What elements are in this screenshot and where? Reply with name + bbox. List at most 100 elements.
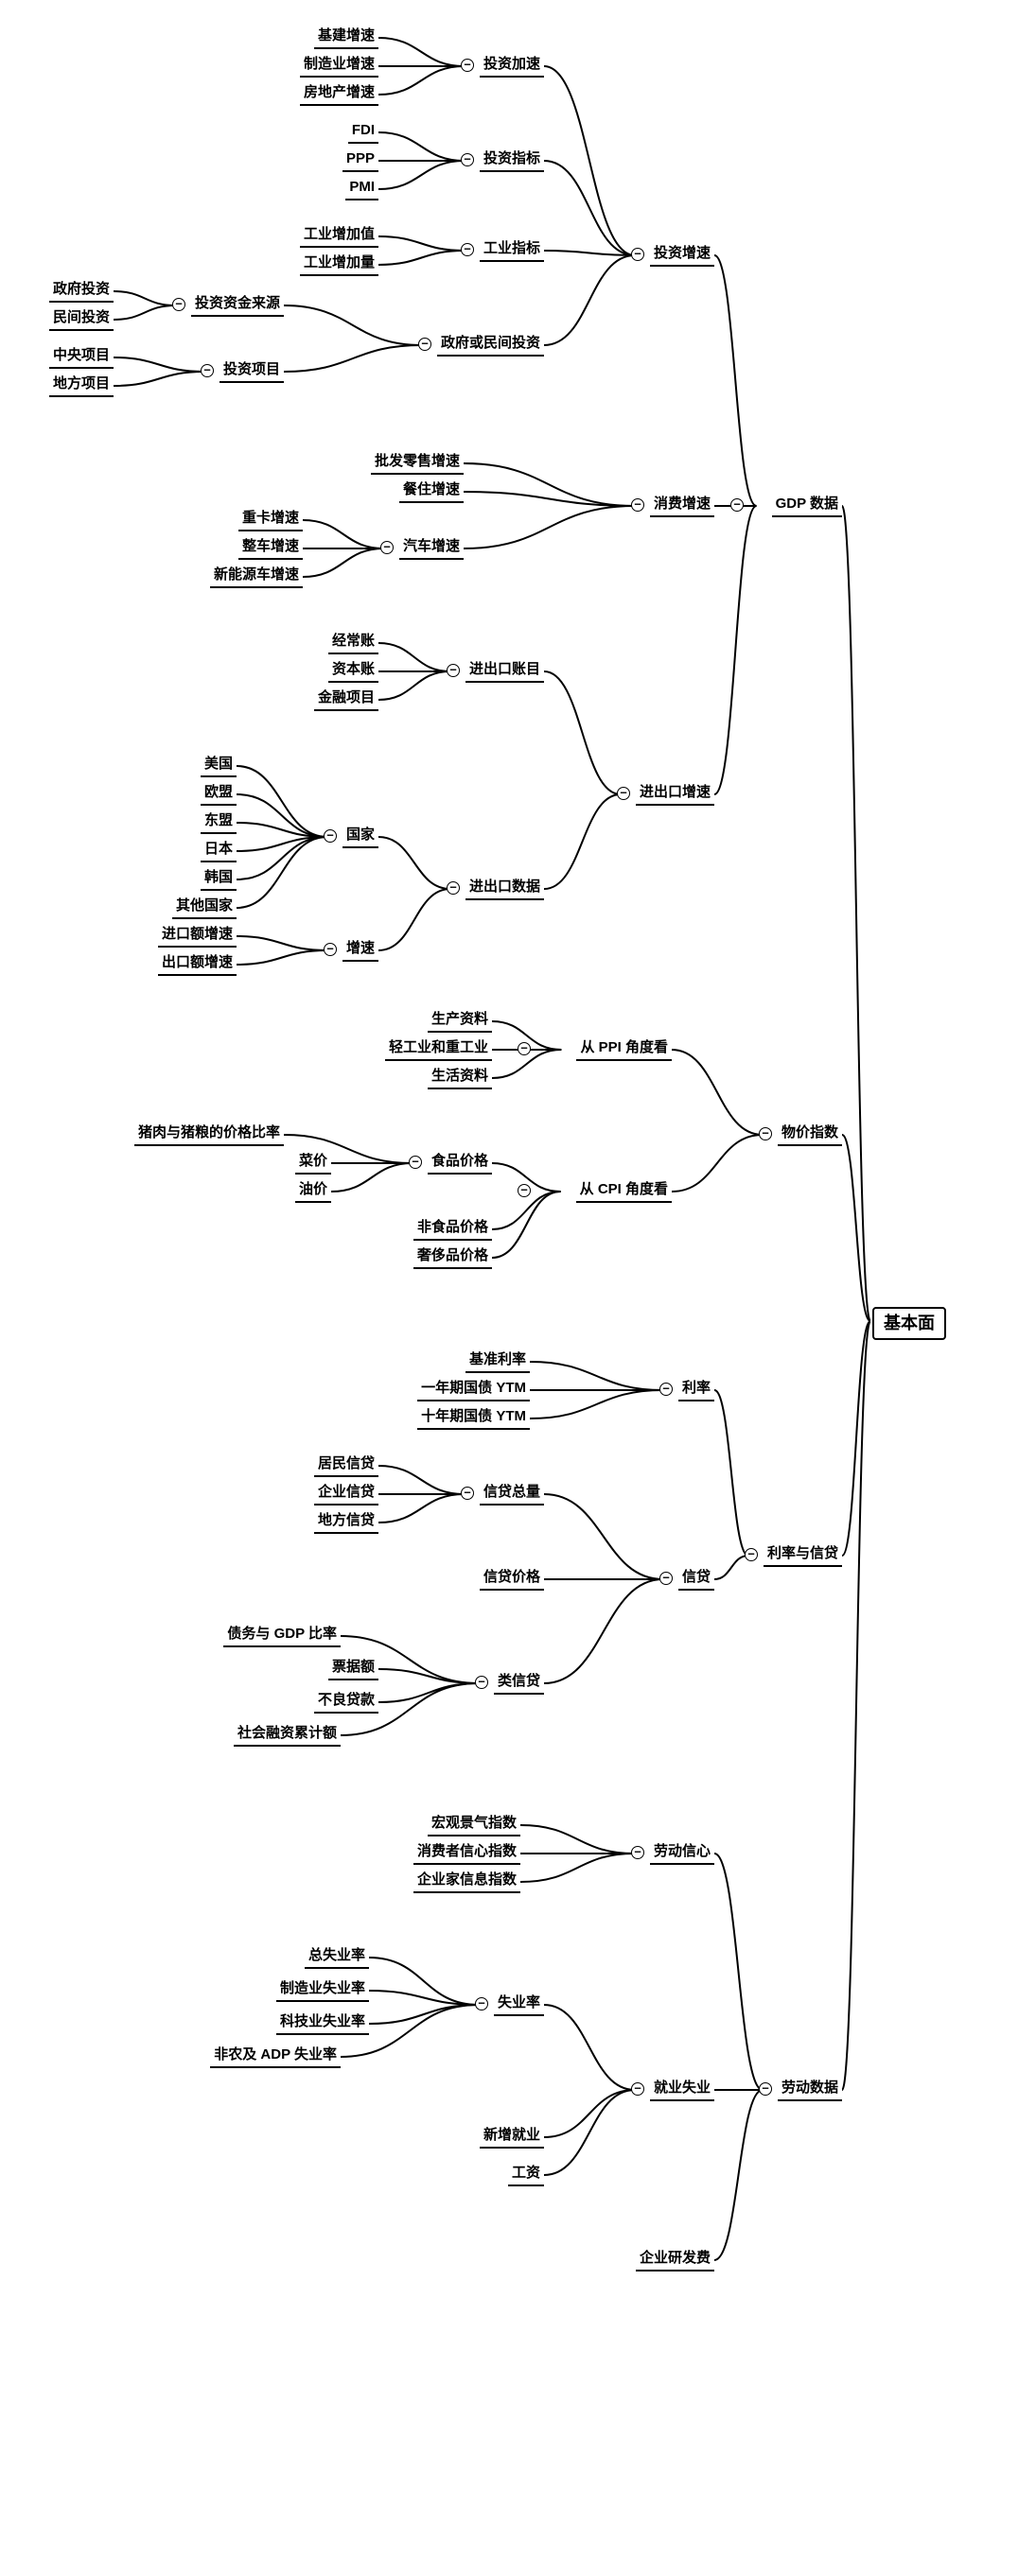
toggle-price[interactable]: − bbox=[759, 1127, 772, 1140]
node-eu: 欧盟 bbox=[201, 783, 237, 806]
node-trade: 进出口增速 bbox=[636, 783, 714, 806]
node-indidx: 工业指标 bbox=[480, 239, 544, 262]
node-capsrc: 投资资金来源 bbox=[191, 294, 284, 317]
toggle-labor[interactable]: − bbox=[759, 2082, 772, 2096]
node-foodp: 食品价格 bbox=[428, 1152, 492, 1175]
toggle-gdp[interactable]: − bbox=[730, 498, 744, 512]
node-truck: 重卡增速 bbox=[238, 509, 303, 531]
toggle-trade[interactable]: − bbox=[617, 787, 630, 800]
node-macro: 宏观景气指数 bbox=[428, 1814, 520, 1836]
node-price: 物价指数 bbox=[778, 1123, 842, 1146]
toggle-ieacct[interactable]: − bbox=[447, 664, 460, 677]
node-invg: 投资增速 bbox=[650, 244, 714, 267]
node-country: 国家 bbox=[342, 826, 378, 848]
toggle-capsrc[interactable]: − bbox=[172, 298, 185, 311]
node-corp: 企业信贷 bbox=[314, 1483, 378, 1506]
node-invacc: 投资加速 bbox=[480, 55, 544, 78]
toggle-unemp[interactable]: − bbox=[475, 1997, 488, 2010]
node-unemp: 失业率 bbox=[494, 1993, 544, 2016]
node-gdp: GDP 数据 bbox=[772, 495, 842, 517]
node-ytm10: 十年期国债 YTM bbox=[417, 1407, 530, 1430]
toggle-growth[interactable]: − bbox=[324, 943, 337, 956]
node-indval: 工业增加值 bbox=[300, 225, 378, 248]
node-root: 基本面 bbox=[872, 1307, 946, 1340]
node-ctotal: 信贷总量 bbox=[480, 1483, 544, 1506]
node-cpi: 从 CPI 角度看 bbox=[576, 1180, 672, 1203]
node-other: 其他国家 bbox=[172, 896, 237, 919]
toggle-clike[interactable]: − bbox=[475, 1676, 488, 1689]
node-cci: 消费者信心指数 bbox=[413, 1842, 520, 1865]
node-cater: 餐住增速 bbox=[399, 480, 464, 503]
node-pmi: PMI bbox=[345, 178, 378, 200]
node-lux: 奢侈品价格 bbox=[413, 1246, 492, 1269]
node-govpri: 政府或民间投资 bbox=[437, 334, 544, 357]
node-asean: 东盟 bbox=[201, 811, 237, 834]
toggle-foodp[interactable]: − bbox=[409, 1156, 422, 1169]
node-rd: 企业研发费 bbox=[636, 2249, 714, 2271]
node-eci: 企业家信息指数 bbox=[413, 1871, 520, 1893]
node-kr: 韩国 bbox=[201, 868, 237, 891]
node-base: 基准利率 bbox=[465, 1350, 530, 1373]
node-whret: 批发零售增速 bbox=[371, 452, 464, 475]
node-nev: 新能源车增速 bbox=[210, 566, 303, 588]
node-iedata: 进出口数据 bbox=[465, 878, 544, 900]
toggle-rate[interactable]: − bbox=[745, 1548, 758, 1561]
toggle-invg[interactable]: − bbox=[631, 248, 644, 261]
toggle-invacc[interactable]: − bbox=[461, 59, 474, 72]
node-clike: 类信贷 bbox=[494, 1672, 544, 1695]
node-mfgun: 制造业失业率 bbox=[276, 1979, 369, 2002]
node-ieacct: 进出口账目 bbox=[465, 660, 544, 683]
node-totun: 总失业率 bbox=[305, 1946, 369, 1969]
toggle-invprj[interactable]: − bbox=[201, 364, 214, 377]
node-npl: 不良贷款 bbox=[314, 1691, 378, 1714]
node-realest: 房地产增速 bbox=[300, 83, 378, 106]
node-newjob: 新增就业 bbox=[480, 2126, 544, 2149]
toggle-emp[interactable]: − bbox=[631, 2082, 644, 2096]
node-jp: 日本 bbox=[201, 840, 237, 862]
node-techun: 科技业失业率 bbox=[276, 2012, 369, 2035]
node-impg: 进口额增速 bbox=[158, 925, 237, 948]
node-adp: 非农及 ADP 失业率 bbox=[210, 2045, 341, 2068]
toggle-cpi[interactable]: − bbox=[518, 1184, 531, 1197]
toggle-invidx[interactable]: − bbox=[461, 153, 474, 166]
node-cenprj: 中央项目 bbox=[49, 346, 114, 369]
node-mfg: 制造业增速 bbox=[300, 55, 378, 78]
toggle-credit[interactable]: − bbox=[659, 1572, 673, 1585]
toggle-intr[interactable]: − bbox=[659, 1383, 673, 1396]
node-credit: 信贷 bbox=[678, 1568, 714, 1591]
toggle-indidx[interactable]: − bbox=[461, 243, 474, 256]
toggle-iedata[interactable]: − bbox=[447, 881, 460, 895]
node-us: 美国 bbox=[201, 755, 237, 777]
node-lconf: 劳动信心 bbox=[650, 1842, 714, 1865]
toggle-country[interactable]: − bbox=[324, 829, 337, 843]
toggle-govpri[interactable]: − bbox=[418, 338, 431, 351]
node-cprice: 信贷价格 bbox=[480, 1568, 544, 1591]
node-lifemat: 生活资料 bbox=[428, 1067, 492, 1089]
node-bill: 票据额 bbox=[328, 1658, 378, 1680]
mindmap-canvas: 基本面GDP 数据−物价指数−利率与信贷−劳动数据−投资增速−消费增速−进出口增… bbox=[19, 19, 1017, 2557]
node-invidx: 投资指标 bbox=[480, 149, 544, 172]
node-pork: 猪肉与猪粮的价格比率 bbox=[134, 1123, 284, 1146]
node-prodmat: 生产资料 bbox=[428, 1010, 492, 1033]
node-indvol: 工业增加量 bbox=[300, 253, 378, 276]
node-cong: 消费增速 bbox=[650, 495, 714, 517]
toggle-lconf[interactable]: − bbox=[631, 1846, 644, 1859]
toggle-ppi[interactable]: − bbox=[518, 1042, 531, 1055]
node-veg: 菜价 bbox=[295, 1152, 331, 1175]
toggle-ctotal[interactable]: − bbox=[461, 1487, 474, 1500]
node-ytm1: 一年期国债 YTM bbox=[417, 1379, 530, 1401]
node-lihi: 轻工业和重工业 bbox=[385, 1038, 492, 1061]
node-ppi: 从 PPI 角度看 bbox=[576, 1038, 672, 1061]
node-locprj: 地方项目 bbox=[49, 374, 114, 397]
node-local: 地方信贷 bbox=[314, 1511, 378, 1534]
node-autog: 汽车增速 bbox=[399, 537, 464, 560]
toggle-cong[interactable]: − bbox=[631, 498, 644, 512]
node-oil: 油价 bbox=[295, 1180, 331, 1203]
toggle-autog[interactable]: − bbox=[380, 541, 394, 554]
node-govinv: 政府投资 bbox=[49, 280, 114, 303]
node-finitem: 金融项目 bbox=[314, 688, 378, 711]
node-capacct: 资本账 bbox=[328, 660, 378, 683]
node-rate: 利率与信贷 bbox=[764, 1544, 842, 1567]
node-growth: 增速 bbox=[342, 939, 378, 962]
node-fdi: FDI bbox=[348, 121, 378, 144]
